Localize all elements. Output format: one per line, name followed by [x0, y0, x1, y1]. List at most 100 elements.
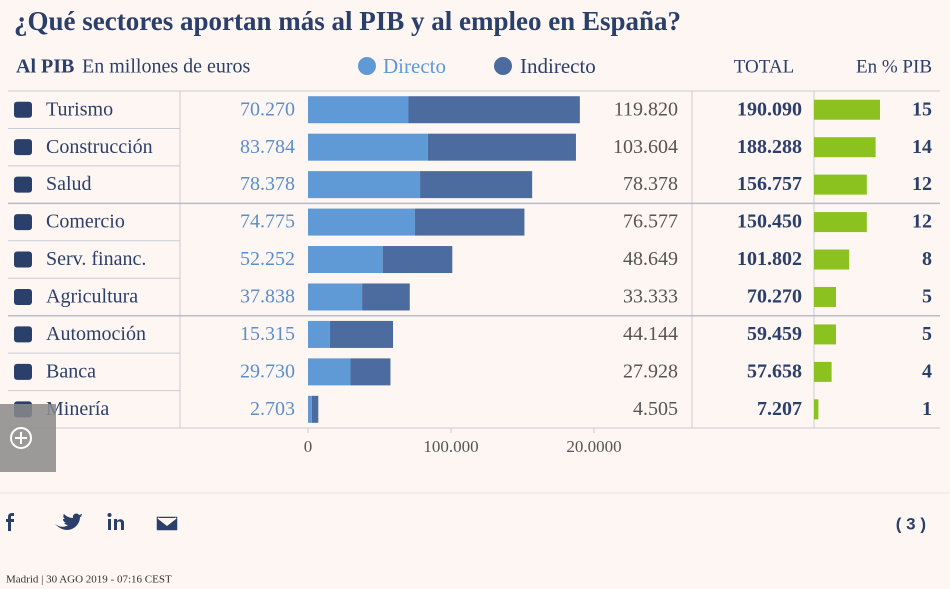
direct-label: 37.838	[240, 286, 295, 308]
share-icons	[6, 513, 179, 532]
total-label: 156.757	[737, 173, 802, 195]
share-label: 8	[922, 248, 932, 270]
bar-segment	[382, 246, 453, 274]
share-label: 15	[912, 98, 932, 120]
direct-label: 52.252	[240, 248, 295, 270]
indirect-label: 76.577	[623, 211, 678, 233]
expand-icon	[10, 427, 32, 449]
category-icon	[14, 214, 32, 231]
bar-segment	[308, 246, 383, 274]
total-label: 59.459	[747, 323, 802, 345]
share-bar	[814, 286, 836, 307]
category-label: Construcción	[46, 136, 153, 158]
legend-swatch	[358, 57, 376, 75]
direct-label: 2.703	[250, 398, 295, 420]
total-label: 70.270	[747, 286, 802, 308]
category-label: Salud	[46, 173, 92, 195]
bar-segment	[311, 395, 319, 423]
bar-segment	[308, 208, 415, 236]
bar-segment	[308, 358, 351, 386]
total-label: 7.207	[757, 398, 802, 420]
total-label: 150.450	[737, 211, 802, 233]
indirect-label: 78.378	[623, 173, 678, 195]
total-label: 101.802	[737, 248, 802, 270]
direct-label: 15.315	[240, 323, 295, 345]
share-bar	[814, 249, 850, 270]
category-label: Comercio	[46, 211, 125, 233]
share-label: 14	[912, 136, 932, 158]
category-icon	[14, 176, 32, 193]
bar-segment	[308, 96, 409, 124]
share-label: 12	[912, 211, 932, 233]
pager[interactable]: ( 3 )	[896, 514, 926, 533]
category-label: Agricultura	[46, 286, 138, 308]
category-icon	[14, 288, 32, 305]
category-label: Minería	[46, 398, 109, 420]
bar-segment	[414, 208, 525, 236]
category-icon	[14, 139, 32, 156]
mail-icon[interactable]	[155, 515, 179, 532]
direct-label: 83.784	[240, 136, 295, 158]
category-label: Serv. financ.	[46, 248, 146, 270]
share-bar	[814, 99, 880, 120]
indirect-label: 103.604	[613, 136, 678, 158]
legend-swatch	[494, 57, 512, 75]
total-label: 188.288	[737, 136, 802, 158]
category-icon	[14, 326, 32, 343]
category-icon	[14, 101, 32, 118]
share-bar	[814, 324, 836, 345]
bar-segment	[420, 171, 533, 199]
linkedin-icon[interactable]	[108, 519, 111, 530]
category-label: Banca	[46, 360, 96, 382]
share-label: 4	[922, 360, 932, 382]
dateline: Madrid | 30 AGO 2019 - 07:16 CEST	[6, 574, 172, 586]
facebook-icon[interactable]	[6, 513, 14, 531]
share-bar	[814, 174, 867, 195]
subtitle: En millones de euros	[82, 56, 251, 78]
indirect-label: 44.144	[623, 323, 678, 345]
direct-label: 78.378	[240, 173, 295, 195]
expand-button[interactable]	[0, 404, 56, 472]
share-label: 5	[922, 323, 932, 345]
bar-segment	[350, 358, 391, 386]
linkedin-icon[interactable]	[114, 519, 124, 530]
legend-label: Indirecto	[520, 54, 596, 78]
direct-label: 70.270	[240, 98, 295, 120]
indirect-label: 4.505	[633, 398, 678, 420]
category-icon	[14, 363, 32, 380]
share-label: 12	[912, 173, 932, 195]
bar-segment	[308, 283, 363, 311]
direct-label: 74.775	[240, 211, 295, 233]
direct-label: 29.730	[240, 360, 295, 382]
bar-segment	[427, 133, 576, 161]
total-label: 190.090	[737, 98, 802, 120]
x-tick-label: 100.000	[423, 437, 478, 456]
category-label: Automoción	[46, 323, 146, 345]
bar-segment	[308, 133, 428, 161]
subtitle-bold: Al PIB	[16, 56, 74, 78]
x-tick-label: 0	[304, 437, 313, 456]
bar-segment	[308, 395, 312, 423]
share-bar	[814, 399, 819, 420]
category-icon	[14, 251, 32, 268]
bar-segment	[362, 283, 410, 311]
twitter-icon[interactable]	[55, 513, 82, 530]
total-label: 57.658	[747, 360, 802, 382]
share-bar	[814, 137, 876, 158]
linkedin-icon[interactable]	[107, 513, 112, 517]
share-label: 5	[922, 286, 932, 308]
chart-title: ¿Qué sectores aportan más al PIB y al em…	[14, 6, 681, 36]
bar-segment	[408, 96, 580, 124]
bar-segment	[308, 171, 421, 199]
indirect-label: 27.928	[623, 360, 678, 382]
column-header: TOTAL	[734, 56, 794, 77]
share-bar	[814, 361, 832, 382]
indirect-label: 33.333	[623, 286, 678, 308]
share-bar	[814, 212, 867, 233]
bar-segment	[308, 320, 330, 348]
x-tick-label: 20.0000	[566, 437, 621, 456]
expand-icon	[15, 432, 27, 444]
share-label: 1	[922, 398, 932, 420]
